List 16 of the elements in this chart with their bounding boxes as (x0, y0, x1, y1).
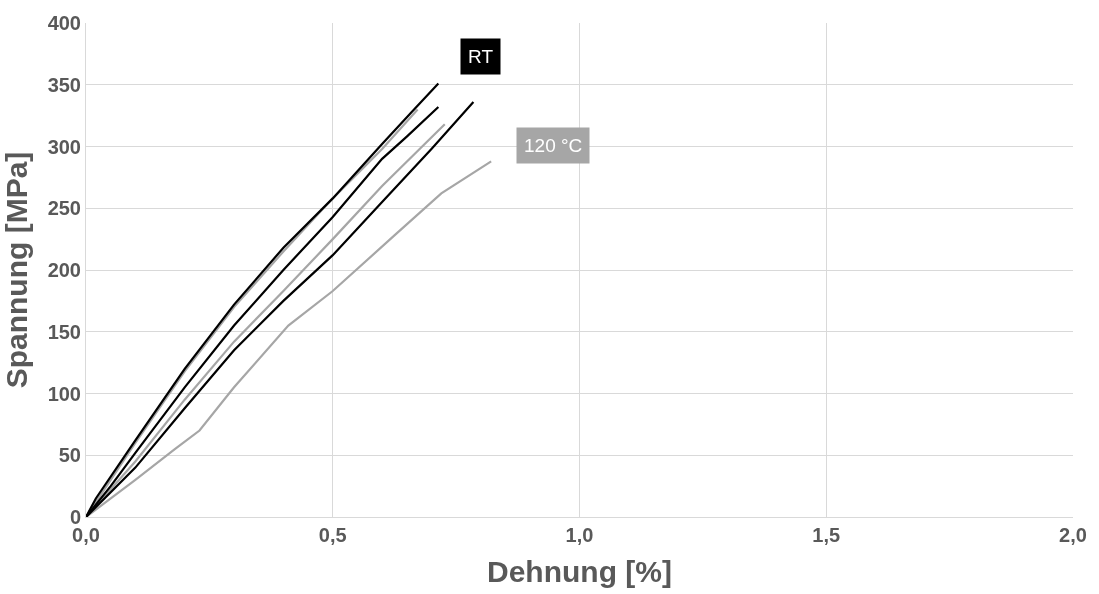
y-tick-label: 100 (47, 382, 81, 405)
y-tick-label: 50 (58, 444, 81, 467)
y-tick-label: 400 (47, 12, 81, 34)
annotation: 120 °C (524, 135, 583, 156)
x-axis-title: Dehnung [%] (487, 554, 672, 588)
y-tick-label: 250 (47, 197, 81, 220)
y-tick-label: 200 (47, 259, 81, 281)
y-axis-title: Spannung [MPa] (0, 151, 33, 389)
x-tick-label: 0,5 (318, 524, 347, 546)
y-tick-label: 150 (47, 320, 81, 343)
annotation: RT (468, 46, 494, 67)
x-tick-label: 1,5 (812, 524, 841, 546)
x-tick-label: 2,0 (1059, 524, 1087, 546)
y-tick-label: 350 (47, 73, 81, 96)
y-tick-label: 300 (47, 135, 81, 158)
x-tick-label: 1,0 (565, 524, 594, 546)
